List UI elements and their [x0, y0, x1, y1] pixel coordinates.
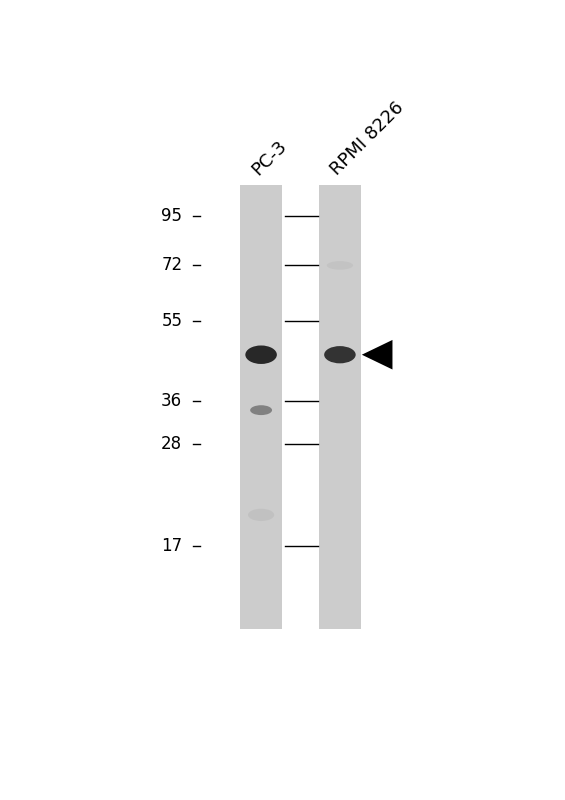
Text: RPMI 8226: RPMI 8226: [327, 99, 407, 179]
Bar: [240, 186, 282, 629]
Text: 95: 95: [161, 207, 182, 225]
Text: 28: 28: [161, 435, 182, 453]
Ellipse shape: [245, 346, 277, 364]
Text: 55: 55: [161, 312, 182, 330]
Polygon shape: [362, 340, 393, 370]
Ellipse shape: [248, 509, 274, 521]
Text: 17: 17: [161, 537, 182, 554]
Text: PC-3: PC-3: [249, 137, 290, 179]
Ellipse shape: [327, 261, 353, 270]
Text: 36: 36: [161, 392, 182, 410]
Text: 72: 72: [161, 257, 182, 274]
Ellipse shape: [250, 406, 272, 415]
Bar: [319, 186, 360, 629]
Ellipse shape: [324, 346, 356, 363]
